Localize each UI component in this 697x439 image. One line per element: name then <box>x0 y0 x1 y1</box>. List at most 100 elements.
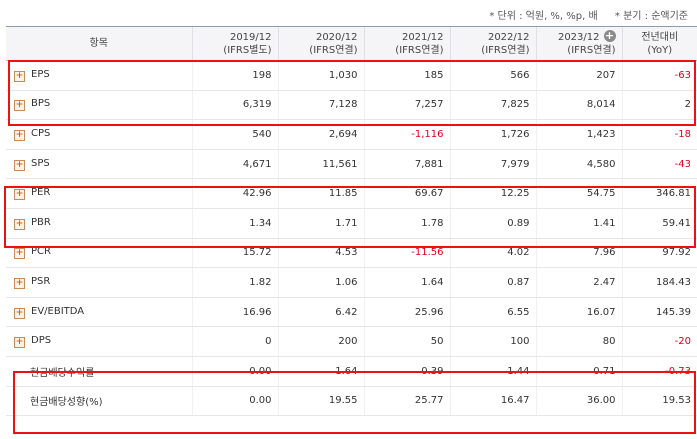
table-row: + PBR 1.34 1.71 1.78 0.89 1.41 59.41 <box>6 208 697 239</box>
cell-value: 6.42 <box>277 297 364 328</box>
expand-plus-icon[interactable]: + <box>14 70 25 82</box>
cell-value: 1,423 <box>535 119 622 150</box>
table-row: + DPS 0 200 50 100 80 -20 <box>6 326 697 357</box>
cell-yoy: -18 <box>621 119 697 150</box>
cell-value: 1.06 <box>277 267 364 298</box>
row-label[interactable]: + DPS <box>6 326 192 357</box>
cell-value: 2.47 <box>535 267 622 298</box>
row-label-text: 현금배당성향(%) <box>30 397 103 409</box>
circle-plus-icon[interactable]: + <box>603 29 616 42</box>
cell-value: 42.96 <box>191 178 278 209</box>
period-note: * 분기 : 순액기준 <box>614 11 688 22</box>
expand-plus-icon[interactable]: + <box>14 277 25 289</box>
row-label: 현금배당수익률 <box>6 356 192 387</box>
cell-yoy: -63 <box>621 60 697 91</box>
table-row: + EPS 198 1,030 185 566 207 -63 <box>6 60 697 91</box>
cell-value: 54.75 <box>535 178 622 209</box>
row-label-text: SPS <box>31 157 50 169</box>
header-col: 2021/12 (IFRS연결) <box>363 26 450 61</box>
row-label[interactable]: + PSR <box>6 267 192 298</box>
row-label-text: 현금배당수익률 <box>30 367 95 379</box>
table-row: + CPS 540 2,694 -1,116 1,726 1,423 -18 <box>6 119 697 150</box>
cell-value: 200 <box>277 326 364 357</box>
row-label-text: PER <box>31 187 51 199</box>
cell-value: 566 <box>449 60 536 91</box>
row-label[interactable]: + PER <box>6 178 192 209</box>
cell-value: 0.00 <box>191 356 278 387</box>
table-row: 현금배당수익률 0.00 1.64 0.39 1.44 0.71 -0.73 <box>6 356 697 387</box>
cell-value: 50 <box>363 326 450 357</box>
row-label[interactable]: + BPS <box>6 90 192 121</box>
cell-value: 7,881 <box>363 149 450 180</box>
cell-yoy: 2 <box>621 90 697 121</box>
row-label-text: EV/EBITDA <box>31 305 85 317</box>
cell-value: 80 <box>535 326 622 357</box>
row-label-text: PSR <box>31 275 51 287</box>
row-label-text: EPS <box>31 68 50 80</box>
row-label-text: BPS <box>31 98 51 110</box>
cell-yoy: 19.53 <box>621 386 697 417</box>
cell-yoy: 59.41 <box>621 208 697 239</box>
header-col: 2022/12 (IFRS연결) <box>449 26 536 61</box>
cell-value: 100 <box>449 326 536 357</box>
row-label[interactable]: + PBR <box>6 208 192 239</box>
cell-value: 6,319 <box>191 90 278 121</box>
cell-value: 1.82 <box>191 267 278 298</box>
cell-value: 1.64 <box>363 267 450 298</box>
row-label-text: PBR <box>31 216 51 228</box>
table-row: 현금배당성향(%) 0.00 19.55 25.77 16.47 36.00 19.53 <box>6 386 697 417</box>
cell-value: 4.53 <box>277 238 364 269</box>
cell-value: 25.77 <box>363 386 450 417</box>
cell-yoy: -0.73 <box>621 356 697 387</box>
cell-value: 0.87 <box>449 267 536 298</box>
cell-value: 1,030 <box>277 60 364 91</box>
header-col: 2019/12 (IFRS별도) <box>191 26 278 61</box>
cell-value: 0.89 <box>449 208 536 239</box>
cell-value: 15.72 <box>191 238 278 269</box>
cell-yoy: 184.43 <box>621 267 697 298</box>
row-label[interactable]: + PCR <box>6 238 192 269</box>
expand-plus-icon[interactable]: + <box>14 337 25 349</box>
unit-note: * 단위 : 억원, %, %p, 배 <box>489 11 598 22</box>
cell-value: 1.41 <box>535 208 622 239</box>
table-row: + PCR 15.72 4.53 -11.56 4.02 7.96 97.92 <box>6 238 697 269</box>
cell-value: 16.96 <box>191 297 278 328</box>
row-label[interactable]: + SPS <box>6 149 192 180</box>
cell-value: 185 <box>363 60 450 91</box>
table-row: + BPS 6,319 7,128 7,257 7,825 8,014 2 <box>6 90 697 121</box>
cell-value: 11.85 <box>277 178 364 209</box>
expand-plus-icon[interactable]: + <box>14 307 25 319</box>
expand-plus-icon[interactable]: + <box>14 159 25 171</box>
cell-value: 4,580 <box>535 149 622 180</box>
cell-yoy: 145.39 <box>621 297 697 328</box>
expand-plus-icon[interactable]: + <box>14 248 25 260</box>
cell-value: -11.56 <box>363 238 450 269</box>
expand-plus-icon[interactable]: + <box>14 129 25 141</box>
cell-value: 7.96 <box>535 238 622 269</box>
expand-plus-icon[interactable]: + <box>14 189 25 201</box>
cell-value: 16.07 <box>535 297 622 328</box>
cell-value: 7,257 <box>363 90 450 121</box>
cell-value: 198 <box>191 60 278 91</box>
row-label[interactable]: + CPS <box>6 119 192 150</box>
cell-value: 1.34 <box>191 208 278 239</box>
header-item: 항목 <box>6 26 192 61</box>
table-row: + SPS 4,671 11,561 7,881 7,979 4,580 -43 <box>6 149 697 180</box>
row-label[interactable]: + EV/EBITDA <box>6 297 192 328</box>
header-yoy: 전년대비 (YoY) <box>621 26 697 61</box>
cell-value: 69.67 <box>363 178 450 209</box>
expand-plus-icon[interactable]: + <box>14 100 25 112</box>
cell-value: 36.00 <box>535 386 622 417</box>
cell-value: 12.25 <box>449 178 536 209</box>
cell-value: 0.71 <box>535 356 622 387</box>
expand-plus-icon[interactable]: + <box>14 218 25 230</box>
cell-value: 7,128 <box>277 90 364 121</box>
cell-value: 4.02 <box>449 238 536 269</box>
cell-value: 7,825 <box>449 90 536 121</box>
cell-value: 6.55 <box>449 297 536 328</box>
row-label[interactable]: + EPS <box>6 60 192 91</box>
table-row: + PER 42.96 11.85 69.67 12.25 54.75 346.81 <box>6 178 697 209</box>
cell-value: 16.47 <box>449 386 536 417</box>
row-label: 현금배당성향(%) <box>6 386 192 417</box>
cell-yoy: -20 <box>621 326 697 357</box>
